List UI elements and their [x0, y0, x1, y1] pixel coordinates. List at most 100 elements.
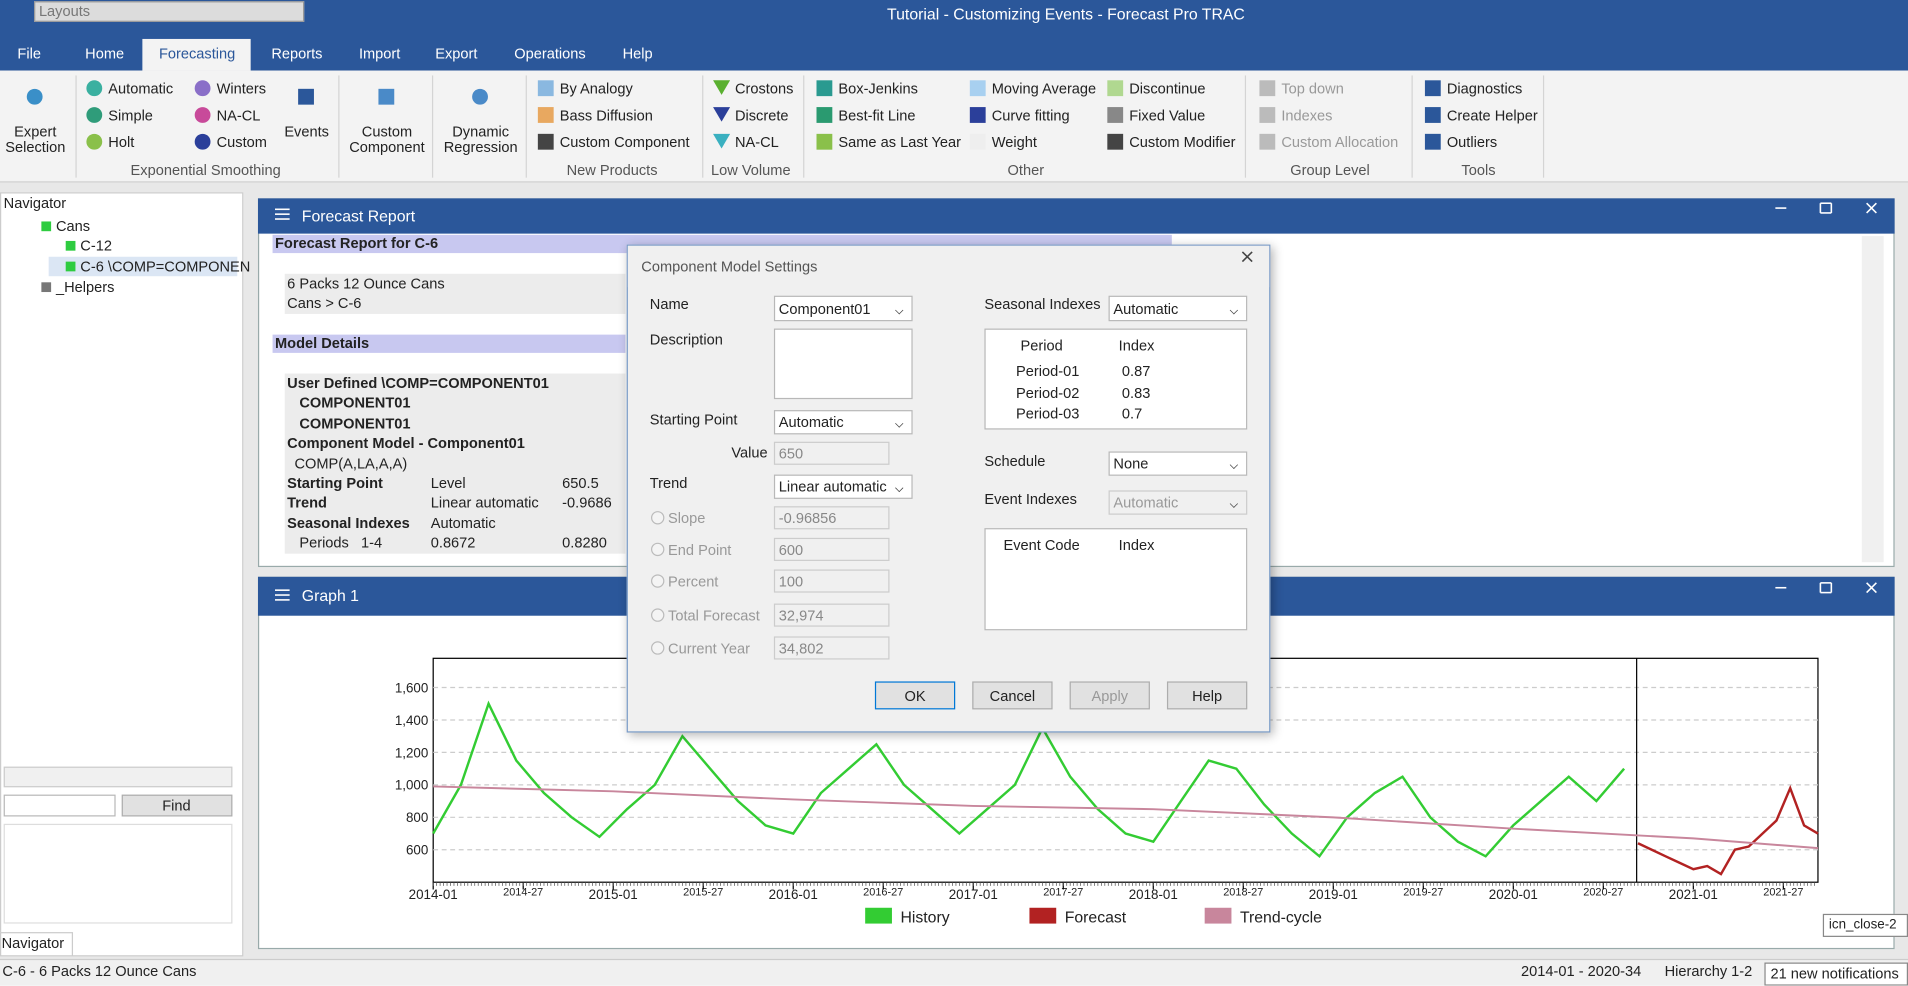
menu-item[interactable]: Reports — [271, 45, 323, 63]
menu-item[interactable]: Import — [358, 45, 401, 63]
ribbon-item[interactable]: Custom Allocation — [1281, 133, 1399, 151]
report-cell: COMPONENT01 — [299, 414, 411, 432]
ribbon-button[interactable]: Component — [349, 138, 425, 156]
ribbon-item[interactable]: Fixed Value — [1129, 107, 1206, 125]
report-scrollbar[interactable] — [1861, 236, 1884, 563]
model-heading-bar — [272, 334, 626, 353]
tree-item[interactable]: Cans — [55, 217, 91, 235]
find-input[interactable] — [3, 794, 116, 817]
y-tick-label: 1,200 — [395, 745, 428, 760]
starting-point-combo[interactable] — [773, 410, 913, 435]
active-tab[interactable] — [142, 38, 251, 71]
ribbon-item[interactable]: Holt — [108, 133, 135, 151]
dialog-button[interactable] — [874, 681, 956, 710]
name-combo[interactable] — [773, 295, 913, 322]
menu-item[interactable]: File — [17, 45, 41, 63]
window-title: Forecast Report — [301, 206, 416, 226]
report-cell: 0.8280 — [562, 534, 607, 552]
trend-combo[interactable] — [773, 474, 913, 499]
menu-item[interactable]: Forecasting — [158, 45, 236, 63]
ribbon-item[interactable]: Curve fitting — [991, 107, 1070, 125]
button-text[interactable]: Help — [1192, 687, 1223, 705]
button-text[interactable]: OK — [904, 687, 926, 705]
dialog-button[interactable] — [1166, 681, 1248, 710]
ribbon-item[interactable]: NA-CL — [216, 107, 261, 125]
separator — [1411, 75, 1413, 178]
menu-item[interactable]: Help — [622, 45, 653, 63]
input-value: 650 — [778, 445, 804, 463]
ribbon-item[interactable]: Moving Average — [991, 80, 1097, 98]
ribbon-item[interactable]: By Analogy — [559, 80, 633, 98]
tree-item[interactable]: _Helpers — [55, 278, 115, 296]
window-title: Tutorial - Customizing Events - Forecast… — [887, 4, 1245, 24]
x-tick-label: 2019-01 — [1309, 887, 1358, 902]
notification-text[interactable]: 21 new notifications — [1770, 964, 1899, 982]
ribbon-item[interactable]: Crostons — [734, 80, 794, 98]
ribbon-button[interactable]: Selection — [5, 138, 66, 156]
radio-label: End Point — [668, 541, 732, 559]
ribbon-item[interactable]: NA-CL — [734, 133, 779, 151]
dropdown-arrow — [1229, 305, 1239, 314]
ribbon-item[interactable]: Outliers — [1446, 133, 1498, 151]
ribbon-item[interactable]: Discontinue — [1129, 80, 1206, 98]
ribbon-item[interactable]: Bass Diffusion — [559, 107, 653, 125]
tree-item[interactable]: C-12 — [80, 237, 112, 255]
ribbon-item[interactable]: Top down — [1281, 80, 1344, 98]
ribbon-icon — [194, 107, 211, 123]
tree-item[interactable]: C-6 \COMP=COMPONEN — [80, 257, 251, 276]
column-header: Index — [1118, 536, 1155, 554]
notification-box[interactable] — [1764, 962, 1908, 986]
navigator-tab[interactable] — [0, 932, 74, 957]
ribbon-button[interactable]: Regression — [443, 138, 518, 156]
ribbon-icon — [1424, 80, 1441, 97]
button-text[interactable]: Cancel — [989, 687, 1036, 705]
ribbon-button[interactable]: Custom — [361, 122, 413, 140]
button-text: Apply — [1091, 687, 1129, 705]
ribbon-icon — [537, 133, 554, 150]
ribbon-item[interactable]: Box-Jenkins — [838, 80, 918, 98]
menu-item[interactable]: Export — [435, 45, 478, 63]
ribbon-button[interactable]: Expert — [14, 122, 57, 140]
report-cell: COMPONENT01 — [299, 394, 411, 412]
ribbon-item[interactable]: Custom — [216, 133, 267, 151]
ribbon-item[interactable]: Winters — [216, 80, 267, 98]
option-input — [773, 603, 890, 627]
ribbon-item[interactable]: Custom Component — [559, 133, 690, 151]
status-text: C-6 - 6 Packs 12 Ounce Cans — [2, 962, 197, 980]
seasonal-combo[interactable] — [1108, 295, 1248, 322]
ribbon-item[interactable]: Simple — [108, 107, 153, 125]
menu-item[interactable]: Operations — [514, 45, 586, 63]
ribbon-button[interactable]: Dynamic — [452, 122, 510, 140]
ribbon-item[interactable]: Automatic — [108, 80, 174, 98]
ribbon-icon — [816, 133, 833, 150]
schedule-combo[interactable] — [1108, 451, 1248, 476]
layouts-text[interactable]: Layouts — [38, 2, 91, 20]
tab-label[interactable]: Navigator — [1, 934, 65, 952]
ribbon-item[interactable]: Indexes — [1281, 107, 1333, 125]
ribbon-item[interactable]: Diagnostics — [1446, 80, 1523, 98]
scrollbar[interactable] — [3, 766, 233, 788]
ribbon-item[interactable]: Custom Modifier — [1129, 133, 1236, 151]
ribbon-item[interactable]: Create Helper — [1446, 107, 1538, 125]
dialog-button[interactable] — [972, 681, 1053, 710]
ribbon-item[interactable]: Same as Last Year — [838, 133, 961, 151]
ribbon-icon — [969, 107, 986, 123]
cell: Period-03 — [1016, 405, 1080, 423]
menu-item[interactable]: Home — [85, 45, 125, 63]
ribbon-button[interactable]: Events — [284, 122, 329, 140]
description-input[interactable] — [773, 328, 913, 400]
layouts-combo[interactable] — [34, 1, 305, 22]
find-button[interactable] — [121, 794, 233, 817]
ribbon-item[interactable]: Discrete — [734, 107, 789, 125]
radio — [651, 608, 665, 622]
index-table[interactable] — [984, 328, 1248, 430]
combo-value: Automatic — [1113, 300, 1179, 318]
button-text[interactable]: Find — [162, 797, 191, 815]
report-text: Cans > C-6 — [287, 294, 362, 312]
combo-value: Automatic — [1113, 494, 1179, 512]
event-table[interactable] — [984, 528, 1248, 631]
ribbon-item[interactable]: Best-fit Line — [838, 107, 916, 125]
ribbon-item[interactable]: Weight — [991, 133, 1037, 151]
label: Starting Point — [649, 411, 738, 429]
model-rows — [284, 373, 626, 554]
